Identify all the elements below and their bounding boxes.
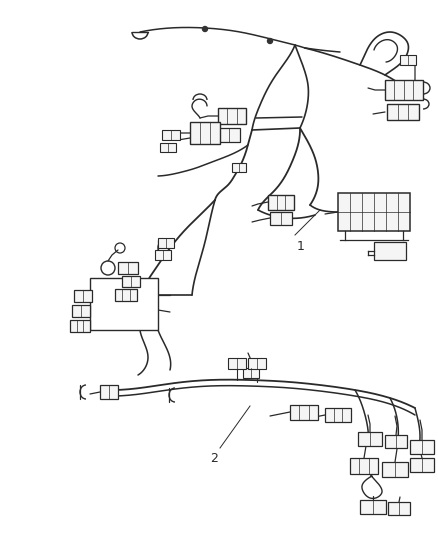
Bar xyxy=(357,432,381,446)
Bar xyxy=(337,193,409,231)
Bar xyxy=(384,435,406,448)
Bar xyxy=(90,278,158,330)
Bar xyxy=(70,320,90,332)
Bar xyxy=(190,122,219,144)
Bar xyxy=(247,358,265,369)
Bar xyxy=(158,238,173,248)
Bar xyxy=(269,212,291,225)
Bar xyxy=(349,458,377,474)
Text: 2: 2 xyxy=(210,452,218,465)
Bar xyxy=(384,80,422,100)
Bar xyxy=(409,458,433,472)
Bar xyxy=(162,130,180,140)
Bar xyxy=(218,128,240,142)
Bar xyxy=(159,143,176,152)
Bar xyxy=(386,104,418,120)
Text: 1: 1 xyxy=(297,240,304,253)
Bar xyxy=(231,163,245,172)
Bar xyxy=(373,242,405,260)
Bar xyxy=(267,195,293,210)
Bar xyxy=(381,462,407,477)
Bar xyxy=(118,262,138,274)
Bar xyxy=(72,305,90,317)
Bar xyxy=(227,358,245,369)
Bar xyxy=(359,500,385,514)
Bar xyxy=(290,405,317,420)
Bar xyxy=(122,276,140,287)
Bar xyxy=(387,502,409,515)
Bar xyxy=(115,289,137,301)
Bar xyxy=(243,368,258,378)
Bar xyxy=(74,290,92,302)
Bar xyxy=(324,408,350,422)
Bar xyxy=(409,440,433,454)
Bar xyxy=(155,250,171,260)
Circle shape xyxy=(267,38,272,44)
Bar xyxy=(399,55,415,65)
Circle shape xyxy=(202,27,207,31)
Bar xyxy=(100,385,118,399)
Bar xyxy=(218,108,245,124)
